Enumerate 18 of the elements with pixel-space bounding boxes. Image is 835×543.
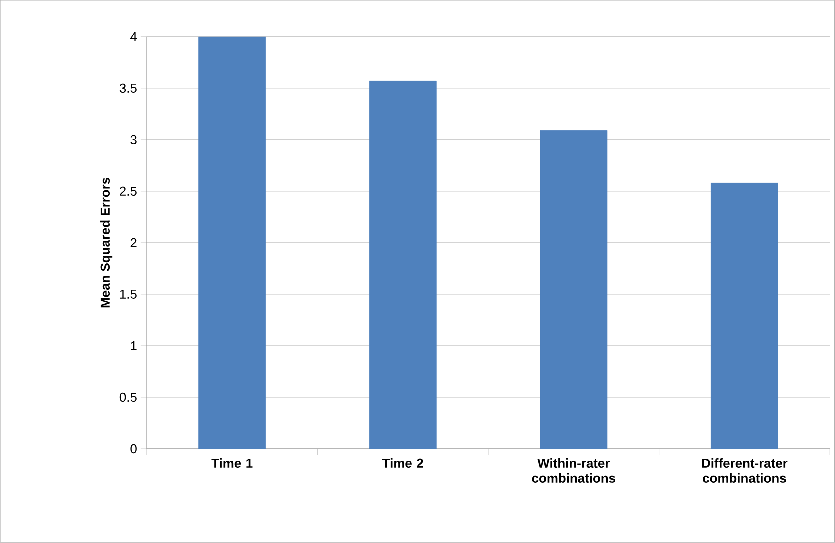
bar bbox=[369, 81, 437, 450]
y-tick-label: 1 bbox=[131, 342, 137, 350]
x-tick-label: Time 1 bbox=[212, 458, 253, 468]
y-axis-title: Mean Squared Errors bbox=[100, 178, 113, 308]
y-tick-label: 2 bbox=[130, 238, 137, 248]
y-tick-label: 0 bbox=[130, 444, 137, 454]
x-tick-label: Different-rater combinations bbox=[702, 458, 788, 484]
x-tick-label: Time 2 bbox=[382, 458, 424, 468]
y-tick-label: 0.5 bbox=[120, 392, 137, 402]
bar bbox=[540, 130, 608, 450]
y-tick-label: 1.5 bbox=[120, 290, 137, 300]
bar bbox=[710, 183, 778, 450]
y-tick-label: 3 bbox=[130, 135, 137, 145]
y-tick-label: 2.5 bbox=[120, 186, 137, 196]
bar bbox=[198, 36, 266, 450]
x-tick-label: Within-rater combinations bbox=[532, 458, 616, 484]
y-tick-label: 4 bbox=[130, 32, 138, 42]
y-tick-label: 3.5 bbox=[120, 84, 137, 94]
